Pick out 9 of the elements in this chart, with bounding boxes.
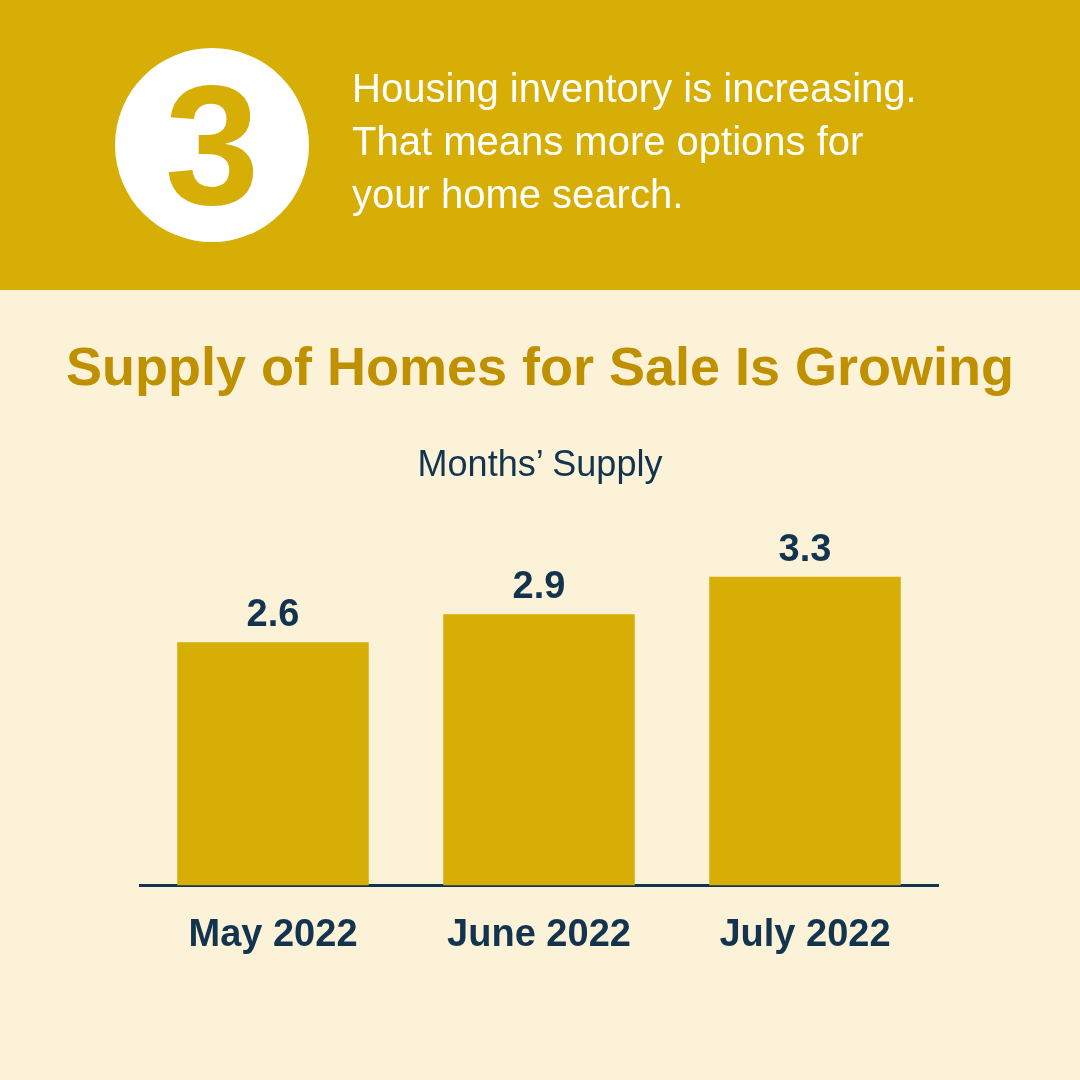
x-tick-label: May 2022 xyxy=(188,911,358,954)
data-label: 2.6 xyxy=(246,592,300,635)
chart-title: Supply of Homes for Sale Is Growing xyxy=(65,336,1015,397)
data-label: 3.3 xyxy=(778,526,832,569)
text: Housing inventory is increasing. That means more options for your home search. xyxy=(352,65,918,218)
chart-subtitle: Months’ Supply xyxy=(417,443,663,485)
x-tick-label: July 2022 xyxy=(719,911,891,954)
x-tick-label: June 2022 xyxy=(447,911,631,954)
data-label: 2.9 xyxy=(512,564,566,607)
